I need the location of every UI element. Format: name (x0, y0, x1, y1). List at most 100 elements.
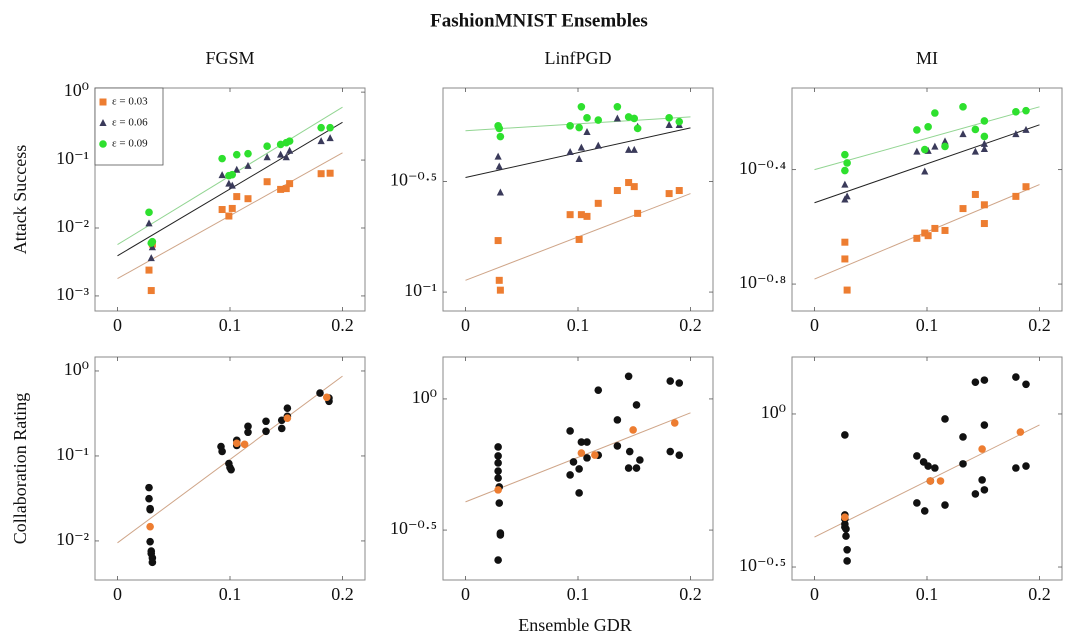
point (1022, 106, 1030, 115)
point (577, 211, 585, 219)
point (326, 169, 334, 177)
point (277, 185, 285, 193)
point (613, 102, 622, 111)
point (282, 185, 290, 193)
y-tick-label: 10⁻⁰·⁵ (390, 170, 437, 190)
point (228, 204, 236, 212)
point (575, 123, 583, 132)
y-tick-label: 10⁻⁰·⁵ (390, 518, 437, 538)
point (941, 226, 949, 234)
point (594, 386, 603, 394)
point (286, 180, 294, 188)
point (218, 447, 226, 456)
point (583, 127, 591, 135)
point (496, 286, 504, 294)
point (1022, 183, 1030, 191)
fit-line (117, 375, 343, 544)
point (494, 443, 502, 451)
point (594, 141, 602, 149)
point (228, 181, 236, 189)
point (240, 440, 249, 449)
point (971, 378, 980, 386)
point (494, 152, 502, 160)
point (666, 377, 675, 385)
y-tick-label: 10⁻¹ (404, 280, 437, 300)
point (263, 142, 271, 150)
point (494, 237, 502, 245)
point (843, 159, 851, 167)
point (913, 499, 921, 507)
point (496, 132, 505, 141)
x-tick-label: 0.1 (916, 584, 939, 604)
point (841, 150, 849, 159)
point (277, 150, 285, 158)
point (583, 114, 591, 122)
point (566, 427, 574, 435)
point (936, 477, 945, 485)
point (924, 462, 932, 470)
point (959, 433, 967, 441)
point (146, 505, 154, 514)
point (218, 171, 226, 179)
point (317, 123, 325, 132)
point (921, 167, 929, 175)
plot-frame (442, 87, 714, 312)
point (624, 464, 633, 472)
point (843, 557, 851, 565)
point (675, 451, 684, 460)
point (317, 170, 325, 178)
point (931, 224, 939, 232)
point (841, 513, 849, 521)
point (1012, 464, 1020, 472)
point (322, 393, 331, 402)
x-tick-label: 0.1 (567, 584, 590, 604)
point (841, 431, 849, 439)
point (244, 428, 252, 437)
point (613, 442, 622, 450)
legend-marker (99, 98, 107, 106)
fit-line (465, 127, 691, 178)
point (959, 205, 967, 213)
y-tick-label: 10⁻¹ (56, 444, 89, 464)
point (262, 417, 270, 426)
point (1022, 380, 1030, 389)
x-tick-label: 0 (113, 315, 122, 335)
panel-title: MI (916, 48, 938, 68)
point (282, 153, 290, 161)
y-tick-label: 10⁻² (56, 529, 89, 549)
point (980, 145, 988, 153)
point (591, 451, 599, 459)
x-tick-label: 0.1 (567, 315, 590, 335)
point (1012, 130, 1020, 138)
x-tick-label: 0.2 (1028, 584, 1051, 604)
point (913, 126, 921, 134)
point (283, 404, 292, 412)
point (843, 545, 851, 554)
point (959, 460, 967, 468)
y-tick-label: 10⁻⁰·⁸ (739, 272, 786, 292)
point (233, 165, 241, 173)
x-tick-label: 0.2 (679, 584, 702, 604)
point (495, 499, 504, 507)
point (244, 161, 252, 169)
y-tick-label: 10⁻³ (56, 284, 90, 304)
point (148, 237, 157, 246)
legend-label: ε = 0.06 (112, 117, 148, 129)
legend-label: ε = 0.09 (112, 138, 148, 150)
point (980, 132, 989, 141)
fit-line (117, 121, 343, 257)
point (218, 154, 226, 163)
point (842, 525, 850, 533)
point (675, 379, 684, 387)
point (577, 438, 586, 446)
point (629, 426, 637, 434)
point (665, 190, 673, 198)
point (495, 276, 503, 284)
point (575, 235, 583, 243)
point (633, 124, 642, 133)
point (941, 415, 949, 423)
point (841, 166, 849, 175)
point (931, 109, 939, 117)
y-tick-label: 10⁰ (64, 359, 89, 379)
point (920, 145, 929, 154)
